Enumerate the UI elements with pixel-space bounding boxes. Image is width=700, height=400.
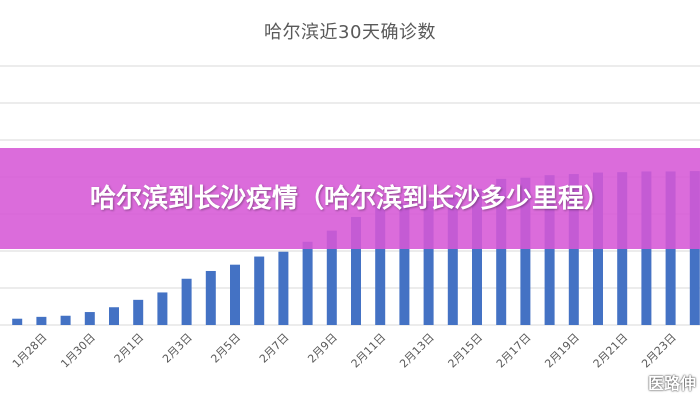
title-banner: 哈尔滨到长沙疫情（哈尔滨到长沙多少里程） (0, 148, 700, 249)
watermark: 医路伸 (622, 370, 696, 394)
bar (326, 230, 337, 325)
bar (472, 188, 482, 325)
x-tick-label: 2月7日 (257, 331, 292, 366)
banner-text: 哈尔滨到长沙疫情（哈尔滨到长沙多少里程） (89, 183, 610, 214)
x-tick-label: 2月3日 (160, 331, 195, 366)
bar (447, 195, 458, 325)
x-tick-label: 2月1日 (112, 331, 147, 366)
bar (36, 316, 47, 325)
bar (60, 315, 71, 325)
bar (302, 241, 313, 325)
x-tick-label: 2月23日 (639, 331, 679, 371)
bar (84, 312, 95, 325)
bar (157, 292, 168, 325)
x-tick-label: 2月13日 (397, 331, 437, 371)
x-tick-label: 2月17日 (494, 331, 534, 371)
bar (181, 278, 192, 325)
bar (423, 201, 434, 325)
x-tick-labels: 6日1月28日1月30日2月1日2月3日2月5日2月7日2月9日2月11日2月1… (0, 331, 679, 371)
x-tick-label: 1月30日 (58, 331, 98, 371)
x-tick-label: 2月11日 (349, 331, 389, 371)
bar (568, 174, 579, 325)
x-tick-label: 1月28日 (10, 331, 50, 371)
bar (12, 318, 23, 325)
x-tick-label: 2月21日 (591, 331, 631, 371)
x-tick-label: 2月5日 (208, 331, 243, 366)
bar (254, 256, 265, 325)
x-tick-label: 2月19日 (542, 331, 582, 371)
watermark-text: 医路伸 (647, 374, 696, 393)
bar (544, 175, 555, 325)
bar (230, 264, 240, 325)
chart-title: 哈尔滨近30天确诊数 (264, 22, 436, 43)
x-tick-label: 2月15日 (446, 331, 486, 371)
bar (520, 177, 531, 325)
bar (375, 206, 386, 325)
bar (399, 203, 410, 325)
bar (278, 251, 289, 325)
bar (205, 270, 216, 325)
bar (351, 216, 361, 325)
bar (109, 307, 119, 325)
x-tick-label: 6日 (0, 331, 1, 353)
bar (496, 178, 507, 325)
weibo-icon (622, 375, 643, 390)
x-tick-label: 2月9日 (305, 331, 340, 366)
bar (133, 299, 144, 325)
